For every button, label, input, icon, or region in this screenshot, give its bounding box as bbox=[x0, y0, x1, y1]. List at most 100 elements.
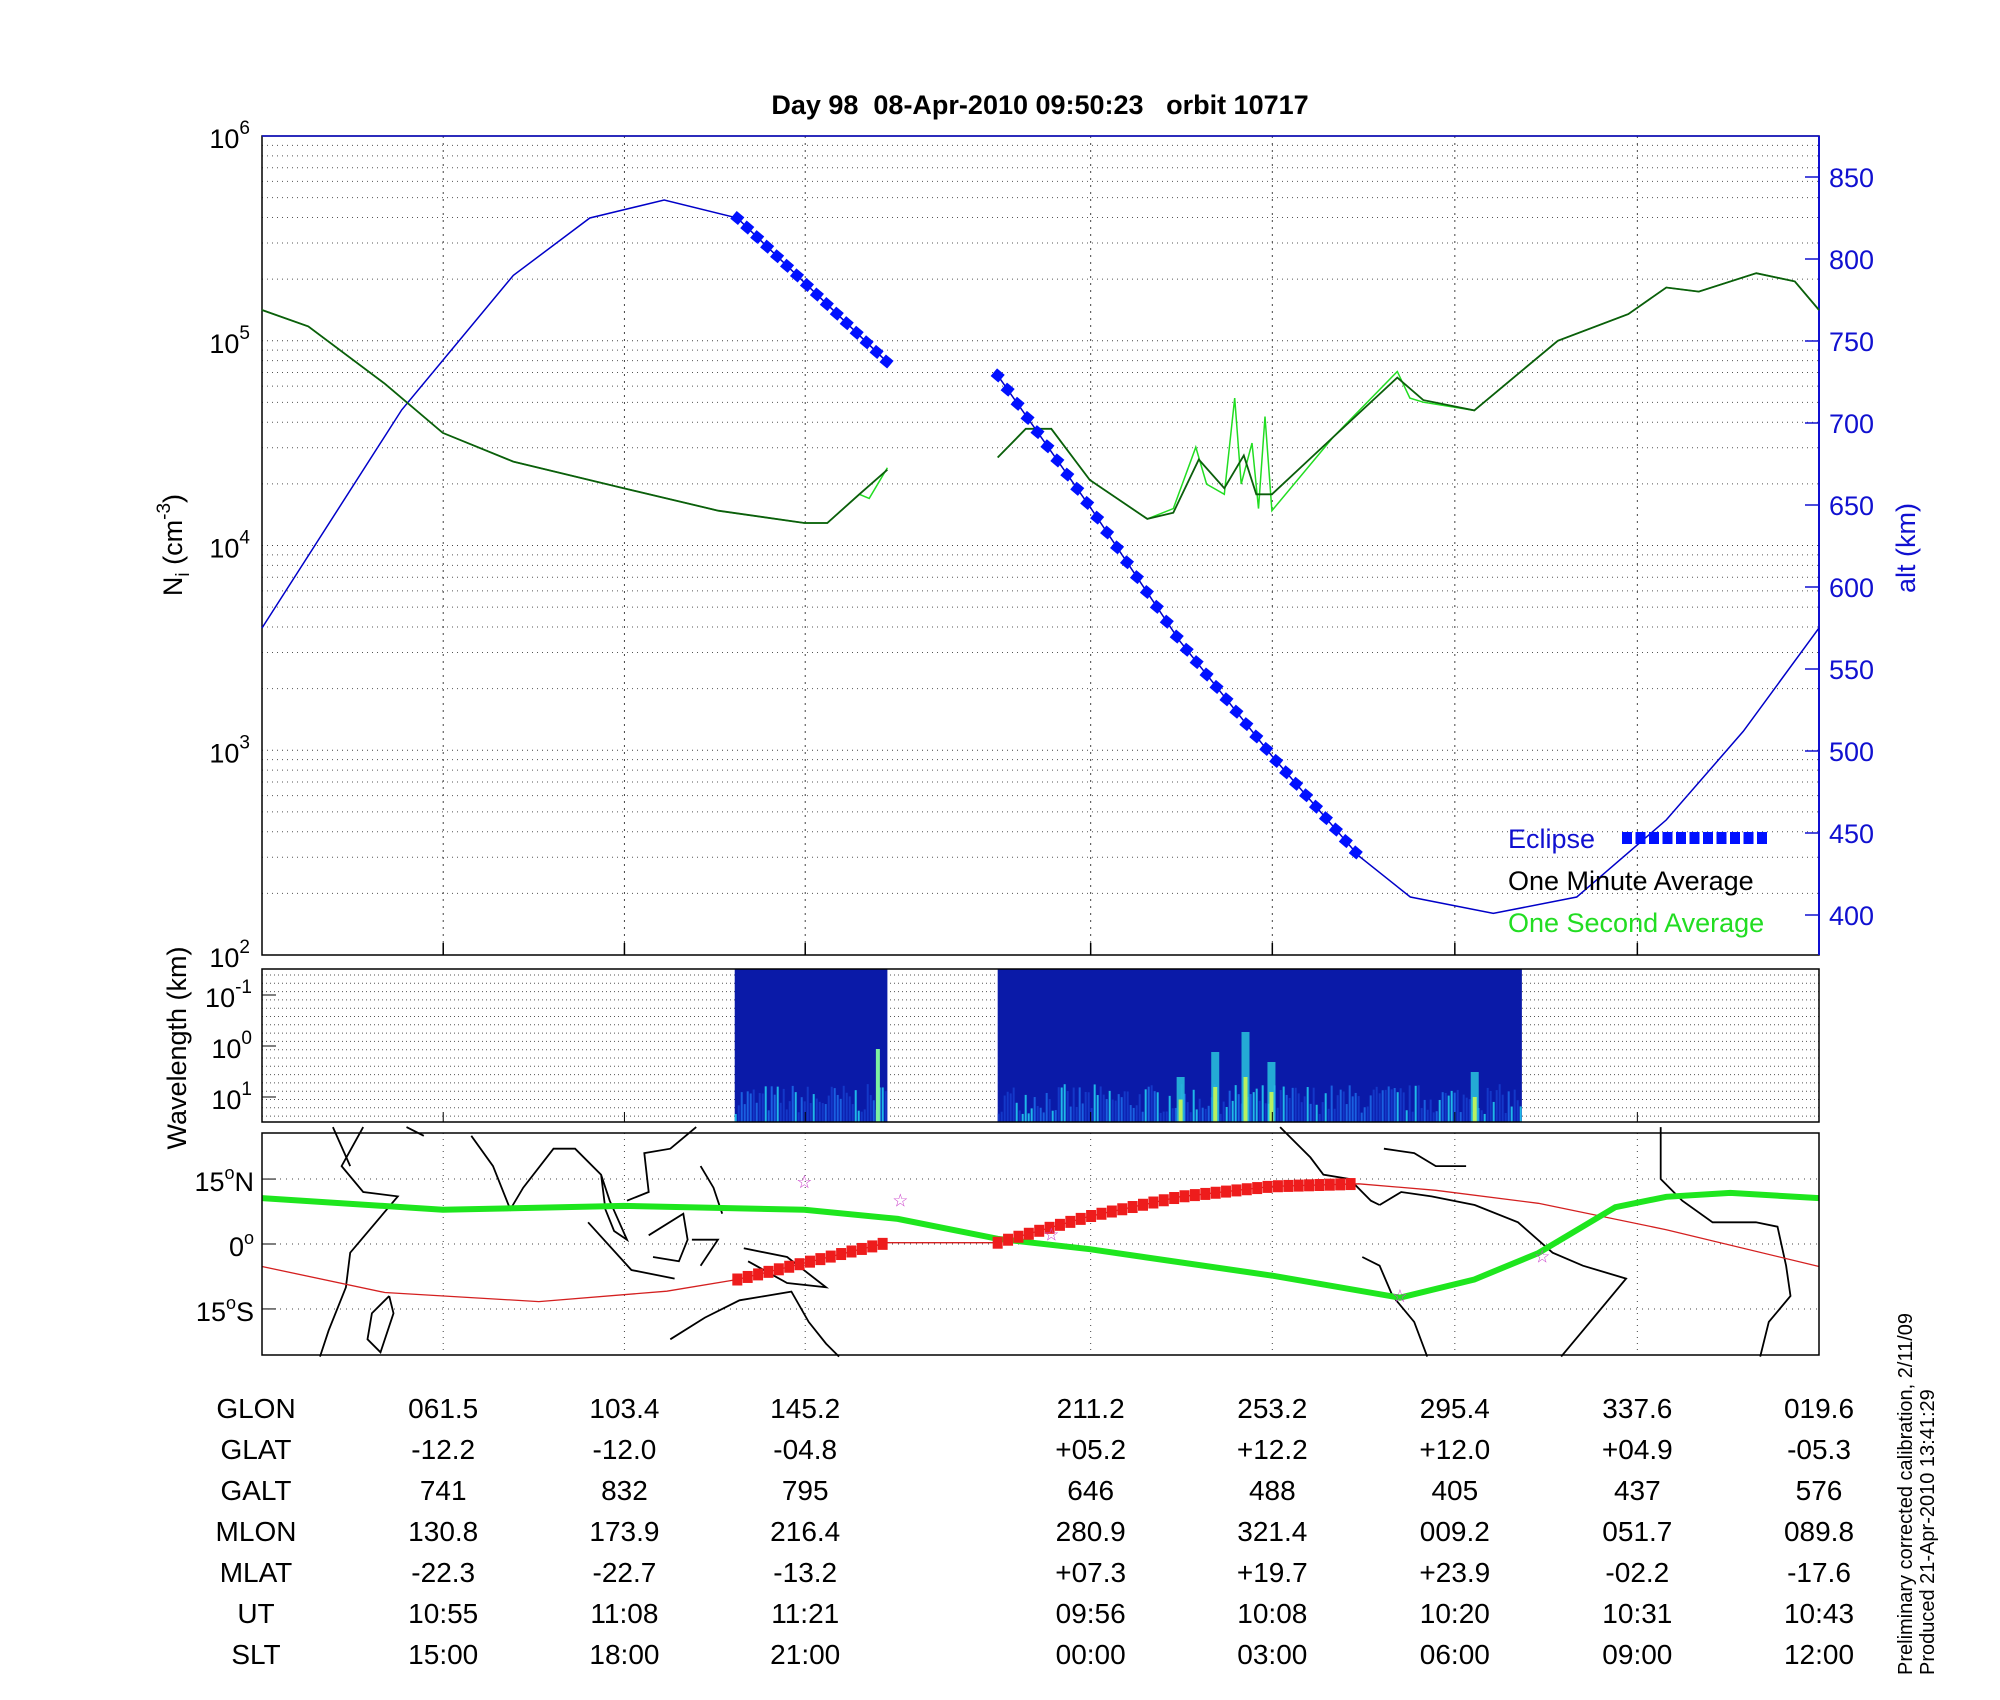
eclipse-footprint-marker bbox=[1272, 1180, 1283, 1193]
spectrogram-streak bbox=[1171, 1108, 1174, 1122]
table-cell: +12.2 bbox=[1237, 1434, 1308, 1465]
spectrogram-streak bbox=[1372, 1089, 1375, 1122]
spectrogram-streak bbox=[1426, 1109, 1429, 1122]
table-cell: 741 bbox=[420, 1475, 467, 1506]
eclipse-marker bbox=[1010, 396, 1025, 411]
spectrogram-streak bbox=[1345, 1104, 1348, 1122]
coastline bbox=[648, 1212, 689, 1263]
density-panel: 102 103 104 105 106 400 450 500 550 600 650 700 750 8… bbox=[209, 118, 1874, 973]
coastline bbox=[406, 1126, 425, 1137]
spectrogram-streak bbox=[1087, 1092, 1090, 1122]
spectrogram-streak bbox=[1309, 1103, 1312, 1122]
table-cell: +05.2 bbox=[1055, 1434, 1126, 1465]
y2-tick-label: 450 bbox=[1829, 819, 1874, 849]
altitude-line bbox=[261, 199, 888, 629]
spectrogram-streak bbox=[836, 1094, 839, 1122]
eclipse-marker bbox=[1070, 481, 1085, 496]
spectrogram-streak bbox=[1159, 1112, 1162, 1122]
spectrogram-streak bbox=[1012, 1087, 1015, 1122]
spectrogram-streak bbox=[791, 1085, 794, 1122]
spectrogram-streak bbox=[1291, 1087, 1294, 1122]
eclipse-marker bbox=[770, 249, 785, 264]
table-cell: 009.2 bbox=[1420, 1516, 1490, 1547]
table-cell: -22.7 bbox=[593, 1557, 657, 1588]
spectrogram-streak bbox=[1183, 1093, 1186, 1122]
y2-tick-label: 650 bbox=[1829, 491, 1874, 521]
table-cell: 03:00 bbox=[1237, 1639, 1307, 1670]
spectrogram-streak bbox=[1027, 1113, 1030, 1122]
spectrogram-streak bbox=[1492, 1101, 1495, 1122]
eclipse-marker bbox=[799, 277, 814, 293]
spectrogram-streak bbox=[1030, 1108, 1033, 1122]
table-cell: 405 bbox=[1431, 1475, 1478, 1506]
eclipse-footprint-marker bbox=[856, 1242, 867, 1255]
spectrogram-streak bbox=[1465, 1097, 1468, 1122]
spectrogram-streak bbox=[1420, 1108, 1423, 1122]
spectrogram-streak bbox=[782, 1088, 785, 1122]
eclipse-footprint-marker bbox=[753, 1268, 764, 1281]
spectrogram-streak bbox=[1435, 1111, 1438, 1122]
satellite-track bbox=[261, 1189, 1820, 1301]
eclipse-marker bbox=[750, 230, 765, 245]
table-cell: 10:20 bbox=[1420, 1598, 1490, 1629]
spectrogram-streak bbox=[1162, 1111, 1165, 1122]
eclipse-marker bbox=[1219, 692, 1234, 707]
spectrogram-streak bbox=[1147, 1086, 1150, 1122]
table-cell: 10:31 bbox=[1602, 1598, 1672, 1629]
table-cell: 21:00 bbox=[770, 1639, 840, 1670]
spectrogram-streak bbox=[1423, 1099, 1426, 1122]
spectrogram-streak bbox=[1453, 1092, 1456, 1122]
spectrogram-streak bbox=[1324, 1093, 1327, 1122]
spectrogram-streak bbox=[1066, 1091, 1069, 1122]
eclipse-footprint-marker bbox=[1034, 1224, 1045, 1237]
spectrogram-streak bbox=[1060, 1087, 1063, 1122]
spectrogram-streak bbox=[743, 1104, 746, 1122]
spectrogram-streak bbox=[1072, 1087, 1075, 1122]
eclipse-footprint-marker bbox=[1200, 1187, 1211, 1200]
eclipse-footprint-marker bbox=[1054, 1218, 1065, 1231]
spectrogram-streak bbox=[1306, 1087, 1309, 1122]
one-second-average-line bbox=[997, 272, 1820, 520]
spectrogram-streak bbox=[848, 1096, 851, 1122]
eclipse-footprint-marker bbox=[804, 1255, 815, 1268]
table-cell: 280.9 bbox=[1056, 1516, 1126, 1547]
spectrogram-streak bbox=[860, 1111, 863, 1122]
eclipse-footprint-marker bbox=[1086, 1210, 1097, 1223]
eclipse-marker bbox=[780, 258, 795, 273]
eclipse-marker bbox=[1090, 510, 1105, 525]
spectrogram-streak bbox=[1279, 1090, 1282, 1122]
eclipse-footprint-marker bbox=[867, 1240, 878, 1253]
eclipse-marker bbox=[1000, 382, 1015, 397]
table-cell: -22.3 bbox=[411, 1557, 475, 1588]
y2-axis-label-altitude: alt (km) bbox=[1891, 503, 1921, 593]
spectrogram-streak bbox=[1225, 1106, 1228, 1122]
spectrogram-streak bbox=[842, 1085, 845, 1122]
spectrogram-streak bbox=[1144, 1089, 1147, 1122]
eclipse-footprint-marker bbox=[1283, 1179, 1294, 1192]
table-cell: +12.0 bbox=[1419, 1434, 1490, 1465]
spectrogram-streak bbox=[872, 1100, 875, 1122]
spectrogram-streak bbox=[1366, 1106, 1369, 1122]
eclipse-footprint-marker bbox=[732, 1273, 743, 1286]
spectrogram-streak bbox=[1153, 1091, 1156, 1122]
spectrogram-streak bbox=[1249, 1094, 1252, 1122]
eclipse-marker bbox=[839, 316, 854, 331]
row-label: MLAT bbox=[220, 1557, 293, 1588]
eclipse-footprint-marker bbox=[1210, 1186, 1221, 1199]
spectrogram-streak bbox=[1114, 1100, 1117, 1122]
spectrogram-streak bbox=[1459, 1112, 1462, 1122]
spectrogram-streak bbox=[1207, 1105, 1210, 1122]
spectrogram-streak bbox=[1120, 1097, 1123, 1122]
spectrogram-streak bbox=[1276, 1107, 1279, 1122]
spectrogram-streak bbox=[866, 1084, 869, 1122]
eclipse-footprint-marker bbox=[1189, 1189, 1200, 1202]
spectrogram-streak bbox=[1093, 1084, 1096, 1122]
y-tick-label: 15oN bbox=[194, 1163, 254, 1197]
eclipse-marker bbox=[740, 220, 755, 235]
spectrogram-streak bbox=[1315, 1104, 1318, 1122]
spectrogram-streak bbox=[809, 1103, 812, 1122]
y2-tick-label: 550 bbox=[1829, 655, 1874, 685]
spectrogram-streak bbox=[1483, 1113, 1486, 1122]
spectrogram-streak bbox=[1111, 1099, 1114, 1122]
table-cell: 130.8 bbox=[408, 1516, 478, 1547]
